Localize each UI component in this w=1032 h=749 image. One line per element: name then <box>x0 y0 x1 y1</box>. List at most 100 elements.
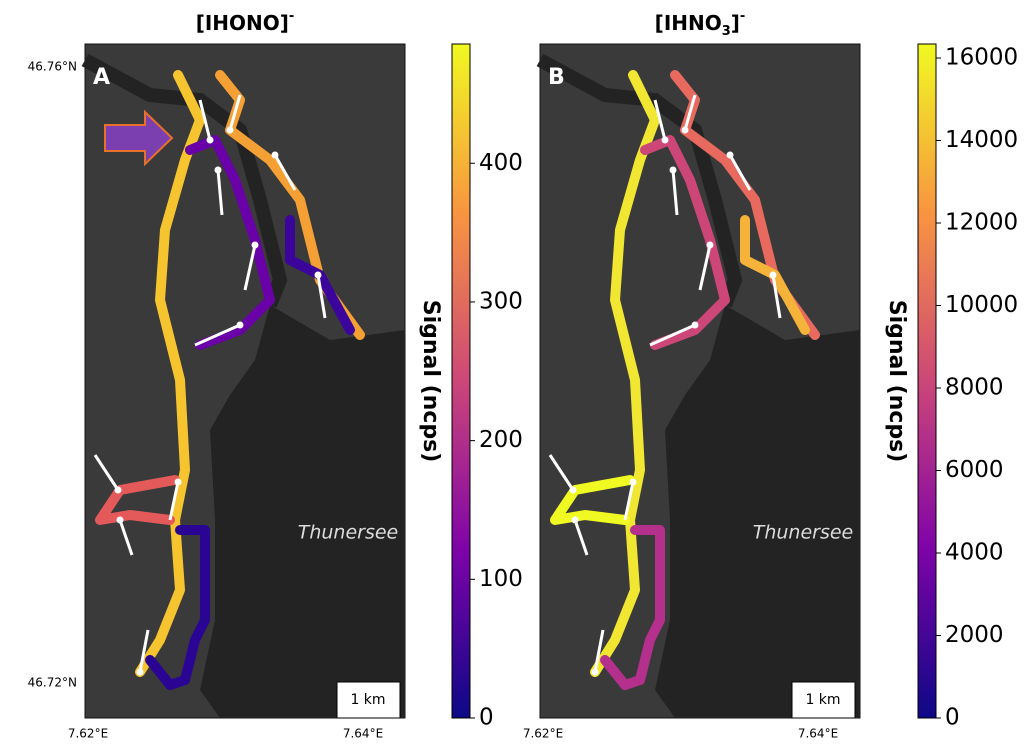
wind-barb <box>771 274 782 319</box>
station <box>251 241 259 249</box>
lat-label: 46.72°N <box>28 676 77 690</box>
arrow <box>104 109 174 167</box>
wind-barb <box>728 154 752 191</box>
station <box>226 126 234 134</box>
scale-label: 1 km <box>805 692 840 708</box>
river <box>536 53 743 308</box>
lon-label: 7.64°E <box>798 727 838 741</box>
wind-barb <box>194 323 241 347</box>
wind-barb <box>198 99 212 141</box>
panel-letter: A <box>93 65 110 90</box>
station <box>571 516 579 524</box>
measurement-track <box>600 525 665 690</box>
station <box>116 516 124 524</box>
colorbar-tick-label: 12000 <box>945 210 1018 236</box>
station <box>669 166 677 174</box>
lon-label: 7.62°E <box>68 727 108 741</box>
station <box>114 486 122 494</box>
title-part: [IHNO <box>655 11 722 35</box>
colorbar-tick-label: 14000 <box>945 127 1018 153</box>
scale-label: 1 km <box>350 692 385 708</box>
measurement-track <box>145 525 210 690</box>
title-part: 3 <box>722 24 731 39</box>
colorbar-label: Signal (ncps) <box>418 300 443 463</box>
wind-barb <box>698 244 712 291</box>
station <box>174 478 182 486</box>
panel-title: [IHNO3]- <box>655 9 746 39</box>
wind-barb <box>623 481 635 521</box>
lon-label: 7.64°E <box>343 727 383 741</box>
station <box>629 478 637 486</box>
wind-barb <box>228 94 242 131</box>
measurement-track <box>185 135 275 350</box>
station <box>591 668 599 676</box>
station <box>236 321 244 329</box>
station <box>769 271 777 279</box>
wind-barb <box>548 454 575 491</box>
map-features <box>536 53 860 718</box>
measurement-track <box>550 475 635 525</box>
river <box>81 53 288 308</box>
wind-barb <box>683 94 697 131</box>
title-part: [IHONO] <box>196 11 289 35</box>
colorbar-tick-label: 200 <box>479 427 523 453</box>
colorbar-tick-label: 100 <box>479 566 523 592</box>
station <box>681 126 689 134</box>
colorbar-tick-label: 300 <box>479 288 523 314</box>
colorbar <box>451 43 471 719</box>
station <box>569 486 577 494</box>
wind-barb <box>316 274 327 319</box>
title-part: ] <box>731 11 740 35</box>
station <box>214 166 222 174</box>
map-features <box>81 53 405 718</box>
lake <box>200 305 405 718</box>
measurement-track <box>640 135 730 350</box>
wind-barb <box>649 323 696 347</box>
lake <box>655 305 860 718</box>
wind-barb <box>93 454 120 491</box>
scale-box <box>791 681 856 719</box>
colorbar-tick-label: 16000 <box>945 45 1018 71</box>
wind-barb <box>118 519 134 556</box>
colorbar <box>917 43 937 719</box>
panel-title: [IHONO]- <box>196 9 295 35</box>
lake-label: Thunersee <box>298 522 399 544</box>
scale-box <box>336 681 401 719</box>
measurement-track <box>95 475 180 525</box>
colorbar-label: Signal (ncps) <box>884 300 909 463</box>
station <box>314 271 322 279</box>
title-part: - <box>289 9 294 24</box>
title-part: - <box>740 9 745 24</box>
station <box>691 321 699 329</box>
wind-barb <box>593 629 605 673</box>
colorbar-tick-label: 4000 <box>945 540 1004 566</box>
colorbar-tick-label: 0 <box>479 705 494 731</box>
lake-label: Thunersee <box>753 522 854 544</box>
station <box>726 151 734 159</box>
wind-barb <box>243 244 257 291</box>
station <box>136 668 144 676</box>
wind-barb <box>168 481 180 521</box>
station <box>206 136 214 144</box>
wind-barb <box>573 519 589 556</box>
station <box>706 241 714 249</box>
measurement-track <box>285 215 355 335</box>
colorbar-tick-label: 6000 <box>945 457 1004 483</box>
colorbar-tick-label: 10000 <box>945 292 1018 318</box>
wind-barb <box>653 99 667 141</box>
panel-letter: B <box>548 65 565 90</box>
lon-label: 7.62°E <box>523 727 563 741</box>
wind-barb <box>138 629 150 673</box>
colorbar-tick-label: 8000 <box>945 375 1004 401</box>
station <box>271 151 279 159</box>
colorbar-tick-label: 0 <box>945 705 960 731</box>
colorbar-tick-label: 2000 <box>945 622 1004 648</box>
station <box>661 136 669 144</box>
wind-barb <box>671 169 679 216</box>
colorbar-tick-label: 400 <box>479 150 523 176</box>
lat-label: 46.76°N <box>28 60 77 74</box>
wind-barb <box>273 154 297 191</box>
wind-barb <box>216 169 224 216</box>
measurement-track <box>740 215 810 335</box>
